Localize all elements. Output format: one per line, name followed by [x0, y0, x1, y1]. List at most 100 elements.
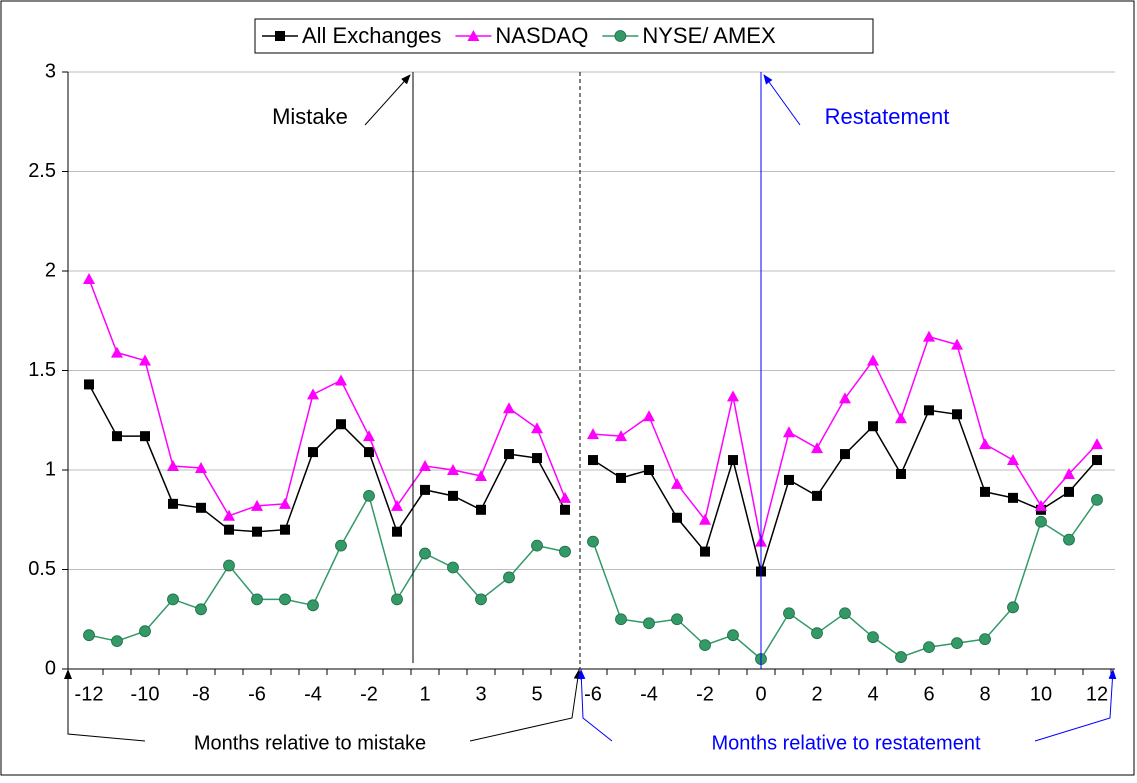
- marker: [952, 409, 962, 420]
- marker: [784, 474, 794, 485]
- legend: [254, 18, 874, 54]
- marker: [447, 464, 459, 475]
- marker: [251, 499, 263, 511]
- marker: [727, 629, 739, 642]
- x-tick-label: -2: [360, 683, 378, 705]
- x-tick-label: 0: [755, 683, 766, 705]
- x-tick-label: 10: [1030, 683, 1052, 705]
- marker: [1007, 454, 1019, 466]
- marker: [223, 559, 235, 572]
- marker: [195, 462, 207, 474]
- x-tick-label: -12: [75, 683, 104, 705]
- marker: [83, 629, 95, 642]
- marker: [1091, 493, 1103, 506]
- marker: [923, 641, 935, 654]
- marker: [1064, 486, 1074, 497]
- x-tick-label: -4: [640, 683, 658, 705]
- marker: [951, 338, 963, 350]
- marker: [531, 422, 543, 434]
- marker: [1035, 515, 1047, 528]
- marker: [168, 498, 178, 509]
- marker: [224, 524, 234, 535]
- marker: [895, 651, 907, 663]
- marker: [392, 526, 402, 537]
- marker: [979, 438, 991, 450]
- marker: [252, 526, 262, 537]
- marker: [363, 489, 375, 502]
- series-line: [88, 493, 566, 642]
- legend-label: All Exchanges: [302, 23, 441, 48]
- marker: [475, 593, 487, 606]
- marker: [419, 547, 431, 560]
- marker: [447, 561, 459, 574]
- marker: [699, 639, 711, 652]
- y-tick-label: 3: [45, 60, 56, 82]
- marker: [980, 486, 990, 497]
- marker: [868, 421, 878, 432]
- arrow: [364, 74, 411, 126]
- marker: [391, 593, 403, 606]
- marker: [308, 447, 318, 458]
- marker: [559, 545, 571, 558]
- legend-label: NYSE/ AMEX: [642, 23, 776, 48]
- marker: [1007, 601, 1019, 614]
- marker: [307, 388, 319, 400]
- y-tick-label: 0.5: [28, 558, 56, 580]
- marker: [504, 449, 514, 460]
- marker: [783, 607, 795, 620]
- marker: [951, 637, 963, 650]
- marker: [223, 509, 235, 521]
- marker: [615, 430, 627, 442]
- x-tick-label: 2: [811, 683, 822, 705]
- marker: [783, 426, 795, 438]
- marker: [867, 631, 879, 644]
- marker: [195, 603, 207, 616]
- arrow: [577, 669, 613, 742]
- x-tick-label: 6: [923, 683, 934, 705]
- marker: [112, 431, 122, 442]
- marker: [587, 535, 599, 548]
- marker: [1035, 499, 1047, 511]
- marker: [364, 447, 374, 458]
- x-axis-label: Months relative to mistake: [194, 732, 426, 754]
- marker: [167, 460, 179, 472]
- marker: [672, 512, 682, 523]
- marker: [979, 633, 991, 646]
- x-tick-label: 8: [979, 683, 990, 705]
- x-tick-label: 1: [419, 683, 430, 705]
- marker: [616, 472, 626, 483]
- marker: [467, 30, 480, 41]
- marker: [587, 428, 599, 440]
- y-tick-label: 1.5: [28, 359, 56, 381]
- marker: [336, 419, 346, 430]
- marker: [614, 30, 627, 42]
- marker: [840, 449, 850, 460]
- marker: [923, 330, 935, 342]
- marker: [727, 390, 739, 402]
- marker: [503, 402, 515, 414]
- marker: [335, 539, 347, 552]
- marker: [728, 455, 738, 466]
- marker: [448, 490, 458, 501]
- marker: [700, 546, 710, 557]
- marker: [643, 617, 655, 630]
- arrow: [763, 74, 801, 126]
- marker: [895, 412, 907, 424]
- marker: [476, 504, 486, 515]
- marker: [196, 502, 206, 513]
- marker: [671, 477, 683, 489]
- marker: [420, 484, 430, 495]
- marker: [588, 455, 598, 466]
- marker: [559, 491, 571, 503]
- marker: [532, 453, 542, 464]
- marker: [391, 499, 403, 511]
- y-tick-label: 0: [45, 657, 56, 679]
- marker: [335, 374, 347, 386]
- marker: [167, 593, 179, 606]
- marker: [363, 430, 375, 442]
- marker: [1092, 455, 1102, 466]
- marker: [139, 354, 151, 366]
- marker: [811, 627, 823, 640]
